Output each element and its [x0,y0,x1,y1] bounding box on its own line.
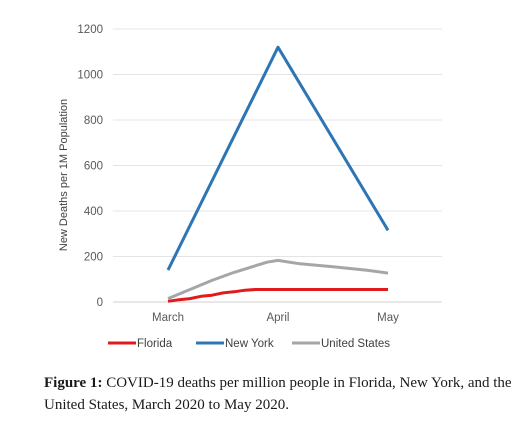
y-axis-ticks: 0 200 400 600 800 1000 1200 [77,24,103,309]
caption-text: COVID-19 deaths per million people in Fl… [44,375,512,413]
y-tick-label: 200 [84,252,103,264]
y-tick-label: 600 [84,161,103,173]
y-tick-label: 1200 [77,24,103,36]
gridlines [113,28,442,303]
legend-label-new-york: New York [225,338,274,350]
series-line-united-states [167,258,389,300]
x-tick-label: May [377,312,399,324]
figure-caption: Figure 1: COVID-19 deaths per million pe… [44,372,524,416]
y-tick-label: 1000 [77,70,103,82]
x-tick-label: March [152,312,184,324]
y-axis-label: New Deaths per 1M Population [58,99,70,251]
legend-label-united-states: United States [321,338,390,350]
y-tick-label: 800 [84,115,103,127]
caption-label: Figure 1: [44,375,103,391]
y-tick-label: 0 [97,297,103,309]
chart-area: 0 200 400 600 800 1000 1200 March April May New … [58,24,442,350]
y-tick-label: 400 [84,206,103,218]
legend: Florida New York United States [108,338,390,350]
legend-label-florida: Florida [137,338,173,350]
x-axis-ticks: March April May [152,312,399,324]
line-chart: 0 200 400 600 800 1000 1200 March April May New … [58,24,442,350]
series-line-new-york [166,45,390,271]
series-line-florida [167,288,388,303]
x-tick-label: April [266,312,289,324]
series-lines [166,45,390,303]
